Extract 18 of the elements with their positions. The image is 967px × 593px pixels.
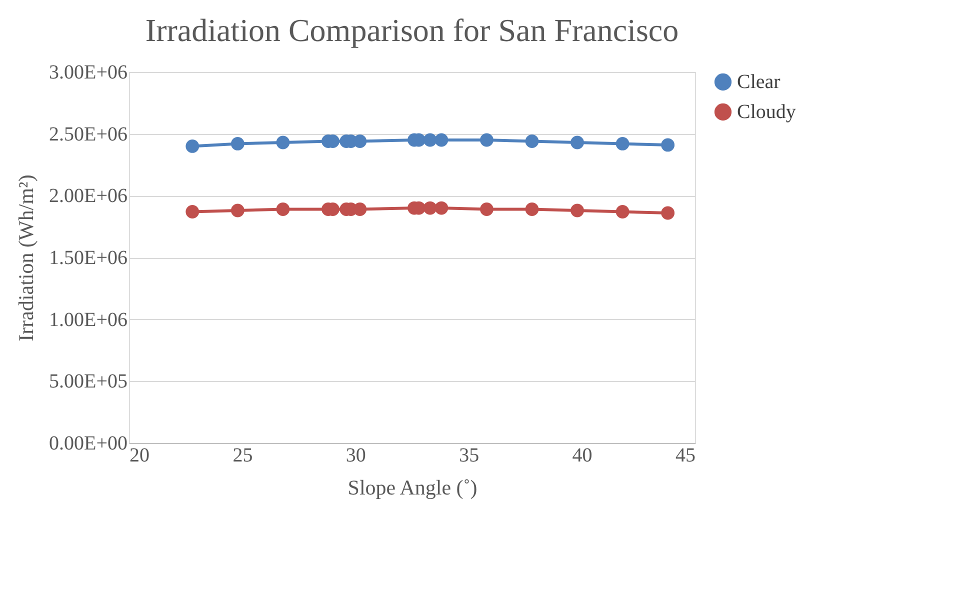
y-tick-label: 1.00E+06 [49,308,128,331]
y-tick-label: 0.00E+00 [49,432,128,454]
x-tick-label: 20 [130,444,150,466]
y-tick-label: 2.00E+06 [49,185,128,208]
x-tick-label: 30 [346,444,366,466]
x-tick-label: 45 [676,444,696,466]
y-tick-label: 3.00E+06 [49,62,128,84]
y-tick-label: 2.50E+06 [49,123,128,146]
x-tick-label: 25 [232,444,253,466]
y-tick-label: 1.50E+06 [49,247,128,269]
x-tick-label: 35 [459,444,480,466]
x-tick-label: 40 [572,444,592,466]
y-axis-title: Irradiation (Wh/m²) [14,174,38,342]
legend-label: Cloudy [737,101,796,123]
x-axis-title: Slope Angle (˚) [348,476,478,500]
legend-label: Clear [737,71,781,93]
chart-title: Irradiation Comparison for San Francisco [145,12,679,48]
y-tick-label: 5.00E+05 [49,370,128,393]
